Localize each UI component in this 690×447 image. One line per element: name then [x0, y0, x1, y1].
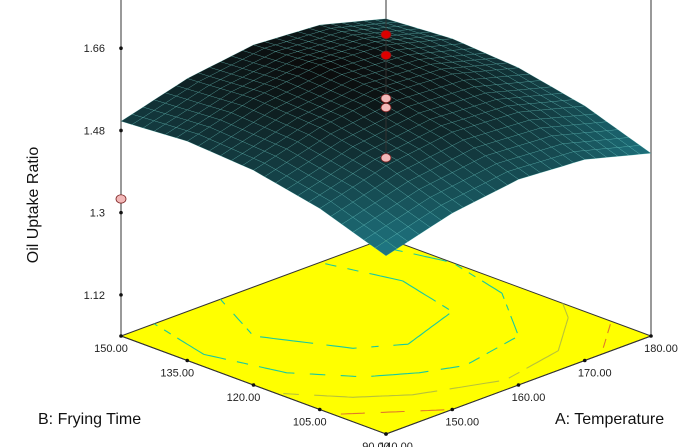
y-tick-mark [185, 358, 190, 363]
contour-line [340, 324, 611, 415]
x-tick-label: 140.00 [379, 441, 413, 447]
design-point [380, 29, 392, 40]
x-tick-mark [516, 383, 521, 387]
z-tick-label: 1.48 [84, 125, 105, 137]
contour-floor [119, 237, 653, 435]
floor-plane [119, 237, 653, 435]
x-tick-label: 170.00 [578, 368, 612, 380]
y-tick-label: 105.00 [293, 417, 327, 429]
y-tick-mark [119, 334, 123, 338]
z-axis-title: Oil Uptake Ratio [25, 147, 42, 264]
x-tick-mark [649, 334, 653, 338]
x-axis-title: A: Temperature [555, 411, 664, 428]
x-tick-label: 180.00 [644, 343, 678, 355]
z-tick-label: 1.66 [84, 43, 105, 55]
z-tick-mark [119, 293, 123, 297]
y-tick-label: 120.00 [227, 392, 261, 404]
z-tick-mark [119, 128, 123, 133]
contour-line [219, 263, 450, 349]
axes: 1.121.31.481.661.84140.00150.00160.00170… [84, 43, 678, 447]
y-tick-label: 90.00 [362, 441, 390, 447]
design-point [380, 153, 392, 163]
design-points [115, 29, 392, 204]
design-point [380, 93, 392, 104]
x-tick-mark [450, 407, 455, 412]
design-point [380, 103, 392, 113]
surface-cell [374, 240, 398, 257]
z-tick-mark [119, 46, 123, 51]
x-tick-mark [582, 358, 587, 363]
x-tick-label: 160.00 [512, 392, 546, 404]
y-tick-label: 150.00 [94, 343, 128, 355]
y-axis-title: B: Frying Time [38, 411, 141, 428]
z-tick-label: 1.3 [90, 208, 105, 220]
contour-line [283, 303, 569, 398]
z-tick-label: 1.12 [84, 290, 105, 302]
y-tick-mark [251, 383, 256, 387]
axis-labels: Oil Uptake Ratio B: Frying Time A: Tempe… [25, 147, 664, 428]
design-point [380, 50, 392, 60]
y-tick-label: 135.00 [160, 368, 194, 380]
y-tick-mark [384, 432, 388, 436]
x-tick-label: 150.00 [445, 417, 479, 429]
design-point [115, 194, 127, 204]
y-tick-mark [317, 407, 322, 412]
z-tick-mark [119, 210, 123, 215]
